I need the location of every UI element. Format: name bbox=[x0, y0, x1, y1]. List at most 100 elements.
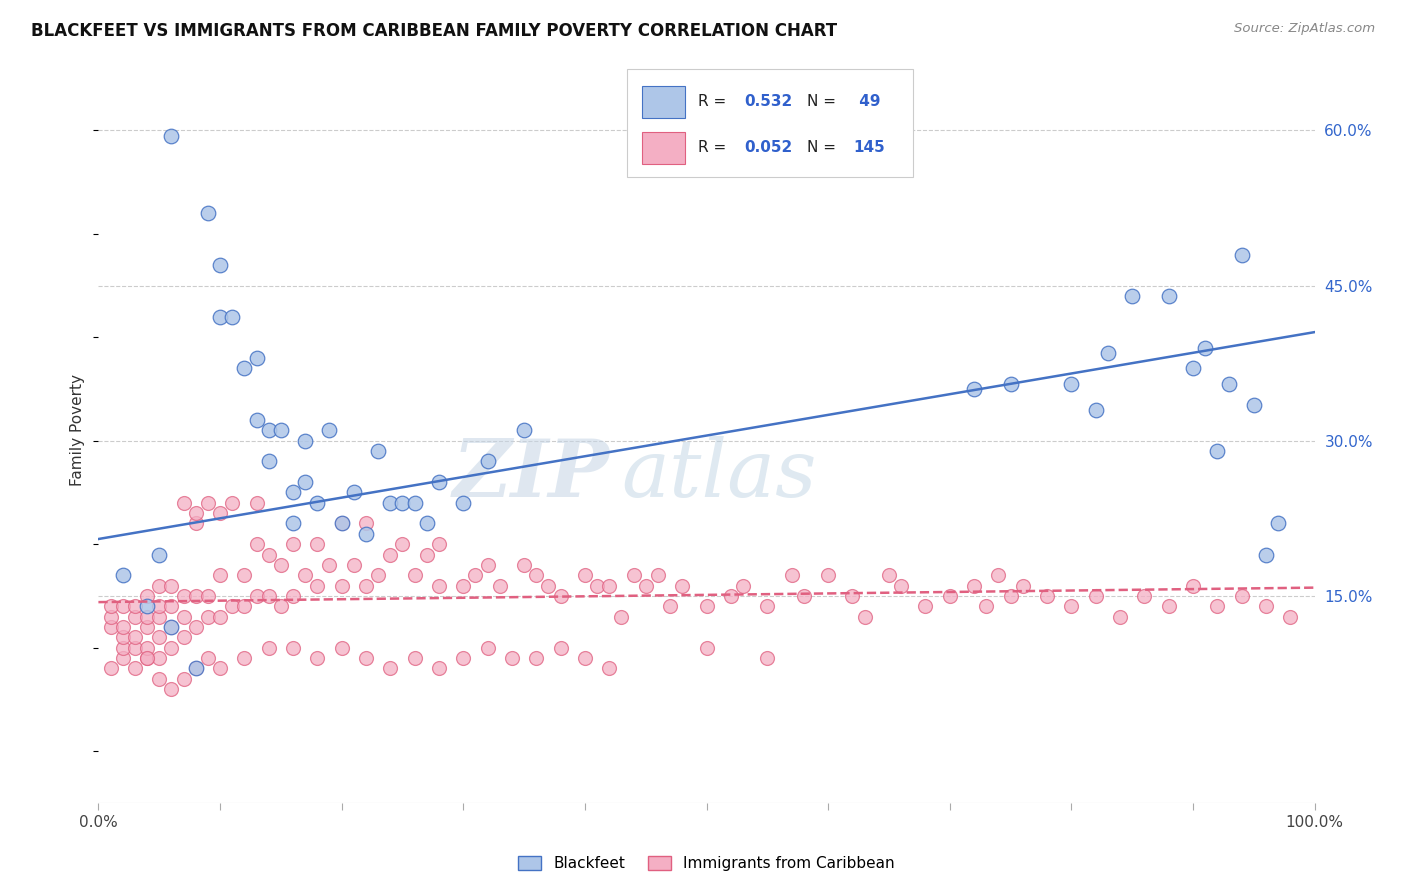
Point bbox=[100, 620, 122, 634]
Point bbox=[1133, 589, 1156, 603]
Point bbox=[148, 548, 170, 562]
Point bbox=[100, 609, 122, 624]
Point bbox=[221, 599, 243, 614]
Point bbox=[148, 651, 170, 665]
Point bbox=[233, 361, 256, 376]
Point bbox=[1000, 376, 1022, 391]
Point bbox=[111, 630, 134, 644]
Text: Source: ZipAtlas.com: Source: ZipAtlas.com bbox=[1234, 22, 1375, 36]
Point bbox=[1011, 578, 1033, 592]
Point bbox=[330, 578, 353, 592]
Point bbox=[731, 578, 754, 592]
Point bbox=[477, 454, 499, 468]
Point bbox=[453, 578, 475, 592]
Point bbox=[318, 424, 340, 438]
Point bbox=[160, 640, 183, 655]
Point bbox=[148, 630, 170, 644]
Point bbox=[877, 568, 900, 582]
Point bbox=[245, 589, 267, 603]
Text: ZIP: ZIP bbox=[453, 436, 609, 514]
Point bbox=[1000, 589, 1022, 603]
Point bbox=[160, 128, 183, 143]
Point bbox=[233, 651, 256, 665]
Point bbox=[696, 640, 718, 655]
Point bbox=[136, 609, 159, 624]
Point bbox=[173, 672, 195, 686]
Point bbox=[233, 568, 256, 582]
Point bbox=[427, 475, 450, 489]
Point bbox=[501, 651, 523, 665]
Point bbox=[184, 620, 207, 634]
Point bbox=[160, 620, 183, 634]
Point bbox=[197, 651, 219, 665]
Point bbox=[124, 640, 146, 655]
Text: N =: N = bbox=[807, 94, 841, 109]
Point bbox=[136, 640, 159, 655]
Point bbox=[524, 651, 547, 665]
Point bbox=[197, 589, 219, 603]
Point bbox=[209, 661, 232, 675]
Point bbox=[1206, 599, 1229, 614]
Bar bbox=[643, 87, 685, 118]
Point bbox=[1097, 346, 1119, 360]
Point bbox=[281, 485, 304, 500]
Point bbox=[354, 578, 377, 592]
Point bbox=[1218, 376, 1240, 391]
Point bbox=[184, 661, 207, 675]
Point bbox=[245, 496, 267, 510]
Point bbox=[1230, 247, 1253, 261]
Point bbox=[524, 568, 547, 582]
Point bbox=[148, 672, 170, 686]
Point bbox=[184, 661, 207, 675]
Point bbox=[756, 651, 779, 665]
Point bbox=[245, 537, 267, 551]
Point bbox=[173, 589, 195, 603]
Point bbox=[100, 599, 122, 614]
Point bbox=[720, 589, 742, 603]
Point bbox=[281, 516, 304, 531]
Point bbox=[270, 424, 292, 438]
Point bbox=[307, 578, 329, 592]
Point bbox=[1157, 289, 1180, 303]
Point bbox=[427, 578, 450, 592]
Point bbox=[427, 661, 450, 675]
Point bbox=[124, 609, 146, 624]
Point bbox=[173, 609, 195, 624]
Point bbox=[1121, 289, 1143, 303]
Point bbox=[404, 568, 426, 582]
Point bbox=[574, 651, 596, 665]
Point bbox=[124, 630, 146, 644]
Point bbox=[1243, 398, 1265, 412]
Point bbox=[914, 599, 936, 614]
Point bbox=[1084, 402, 1107, 417]
Point bbox=[1084, 589, 1107, 603]
Point bbox=[756, 599, 779, 614]
Point bbox=[257, 424, 280, 438]
Point bbox=[257, 640, 280, 655]
Point bbox=[160, 599, 183, 614]
Point bbox=[307, 496, 329, 510]
Point bbox=[111, 620, 134, 634]
Point bbox=[209, 258, 232, 272]
Point bbox=[939, 589, 962, 603]
Point bbox=[537, 578, 560, 592]
Point bbox=[160, 620, 183, 634]
Point bbox=[453, 496, 475, 510]
Point bbox=[416, 548, 439, 562]
Point bbox=[1230, 589, 1253, 603]
Point bbox=[233, 599, 256, 614]
Text: 0.532: 0.532 bbox=[744, 94, 793, 109]
Point bbox=[550, 589, 572, 603]
Point bbox=[380, 496, 402, 510]
Point bbox=[354, 526, 377, 541]
Point bbox=[987, 568, 1010, 582]
Point bbox=[257, 454, 280, 468]
Point bbox=[453, 651, 475, 665]
Text: atlas: atlas bbox=[621, 436, 817, 514]
Point bbox=[160, 578, 183, 592]
Point bbox=[963, 578, 986, 592]
Point bbox=[1206, 444, 1229, 458]
Point bbox=[634, 578, 657, 592]
Point bbox=[793, 589, 815, 603]
Point bbox=[1279, 609, 1302, 624]
